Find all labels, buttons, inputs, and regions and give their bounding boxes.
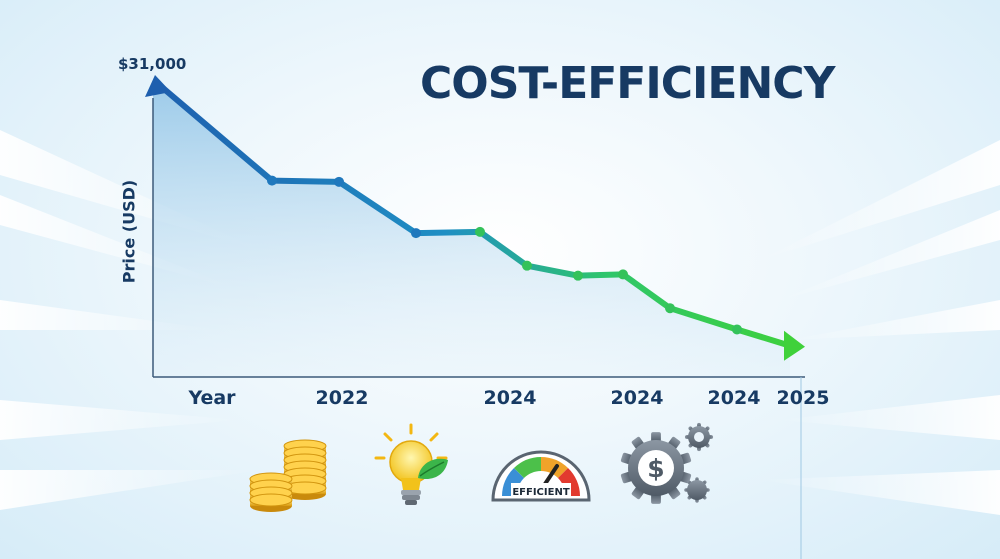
x-tick-label: Year [188,387,236,409]
x-tick-label: 2024 [483,387,537,409]
data-point [411,228,421,239]
x-tick-label: 2022 [315,387,369,409]
data-point [267,175,277,186]
data-point [732,324,742,335]
x-tick-label: 2024 [707,387,761,409]
data-point [475,226,485,237]
x-tick-label: 2025 [776,387,830,409]
line-arrowhead-start [145,75,171,97]
chart-title: COST-EFFICIENCY [420,58,835,109]
y-axis-max-label: $31,000 [118,55,187,73]
line-arrowhead-end [784,330,805,361]
data-point [522,260,532,271]
data-point [334,176,344,187]
data-point [665,303,675,314]
data-point [618,269,628,280]
area-fill [153,83,790,377]
data-point [573,270,583,281]
x-tick-label: 2024 [610,387,664,409]
y-axis-title: Price (USD) [119,179,139,284]
